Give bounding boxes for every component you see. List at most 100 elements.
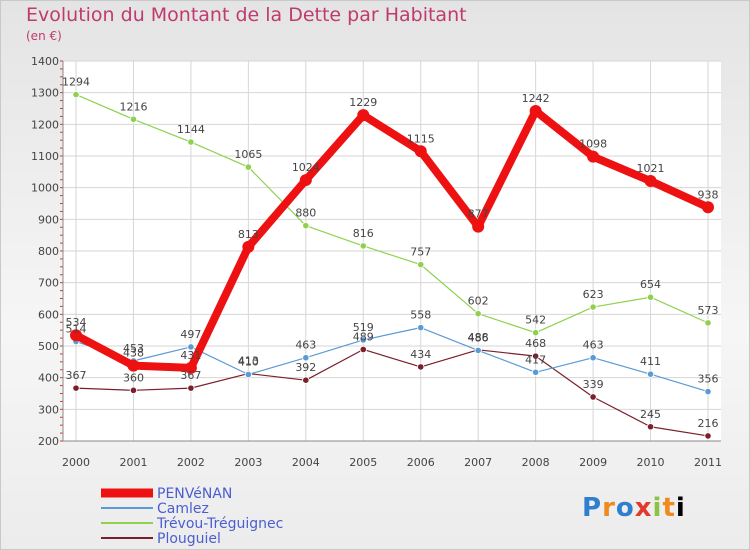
x-tick-label: 2006	[407, 456, 435, 469]
legend-label: PENVéNAN	[157, 486, 232, 502]
data-label: 1024	[292, 161, 320, 174]
logo-letter: P	[582, 493, 603, 523]
series-line	[74, 107, 710, 372]
data-label: 339	[583, 378, 604, 391]
logo-letter: i	[652, 493, 663, 523]
data-label: 463	[295, 339, 316, 352]
data-label: 468	[525, 337, 546, 350]
data-label: 453	[123, 342, 144, 355]
data-label: 1229	[349, 96, 377, 109]
y-tick-label: 400	[38, 372, 59, 385]
data-label: 434	[410, 348, 431, 361]
data-label: 497	[180, 328, 201, 341]
x-tick-label: 2000	[62, 456, 90, 469]
y-tick-label: 800	[38, 245, 59, 258]
data-point	[704, 432, 712, 440]
x-tick-label: 2003	[234, 456, 262, 469]
data-point	[646, 293, 655, 301]
data-point	[187, 343, 195, 351]
data-label: 623	[583, 288, 604, 301]
data-point	[589, 393, 597, 401]
data-label: 410	[238, 356, 259, 369]
logo-letter: r	[602, 493, 616, 523]
x-tick-label: 2001	[119, 456, 147, 469]
x-tick-label: 2007	[464, 456, 492, 469]
data-label: 360	[123, 371, 144, 384]
data-point	[302, 222, 310, 230]
data-label: 1216	[119, 100, 147, 113]
data-point	[472, 220, 485, 233]
data-label: 877	[468, 208, 489, 221]
x-tick-label: 2008	[522, 456, 550, 469]
data-point	[532, 352, 540, 360]
logo-letter: x	[634, 493, 653, 523]
data-point	[187, 138, 195, 146]
data-point	[644, 175, 657, 188]
data-point	[359, 336, 367, 344]
y-tick-label: 200	[38, 435, 59, 448]
data-point	[244, 370, 252, 379]
data-point	[299, 174, 312, 187]
data-point	[127, 359, 140, 372]
data-point	[414, 145, 427, 158]
data-label: 938	[698, 188, 719, 201]
data-point	[302, 354, 310, 362]
data-label: 367	[180, 369, 201, 382]
data-label: 1242	[522, 92, 550, 105]
data-label: 1065	[234, 148, 262, 161]
data-point	[532, 368, 540, 376]
x-tick-label: 2002	[177, 456, 205, 469]
data-label: 558	[410, 309, 431, 322]
data-label: 519	[353, 321, 374, 334]
data-point	[704, 387, 712, 396]
data-label: 573	[698, 304, 719, 317]
data-point	[357, 109, 370, 122]
y-tick-label: 600	[38, 308, 59, 321]
series-line	[75, 327, 709, 393]
data-label: 813	[238, 228, 259, 241]
logo-letter: t	[662, 493, 676, 523]
data-label: 534	[66, 316, 87, 329]
data-point	[187, 384, 195, 392]
data-label: 488	[468, 331, 489, 344]
data-label: 1098	[579, 138, 607, 151]
data-point	[184, 361, 197, 374]
data-label: 245	[640, 408, 661, 421]
data-point	[587, 150, 600, 163]
x-tick-label: 2004	[292, 456, 320, 469]
data-label: 413	[238, 355, 259, 368]
y-tick-label: 1200	[31, 118, 59, 131]
data-point	[704, 319, 712, 327]
data-point	[589, 354, 597, 362]
data-label: 463	[583, 339, 604, 352]
data-label: 602	[468, 295, 489, 308]
data-label: 654	[640, 278, 661, 291]
data-point	[359, 242, 367, 250]
data-label: 411	[640, 355, 661, 368]
data-label: 417	[525, 353, 546, 366]
x-tick-label: 2005	[349, 456, 377, 469]
data-label: 392	[295, 361, 316, 374]
data-point	[532, 329, 540, 337]
data-point	[529, 105, 542, 118]
data-label: 367	[66, 369, 87, 382]
data-label: 1144	[177, 123, 205, 136]
data-label: 486	[468, 331, 489, 344]
legend-label: Camlez	[157, 501, 209, 517]
data-point	[417, 261, 425, 269]
data-label: 1294	[62, 76, 90, 89]
legend-label: Trévou-Tréguignec	[156, 516, 283, 532]
data-label: 438	[123, 347, 144, 360]
y-tick-label: 900	[38, 213, 59, 226]
data-label: 1115	[407, 132, 435, 145]
data-point	[242, 240, 255, 253]
data-point	[474, 310, 482, 318]
x-tick-label: 2009	[579, 456, 607, 469]
data-label: 489	[353, 330, 374, 343]
proxiti-logo: Proxiti	[582, 493, 686, 523]
data-point	[474, 346, 482, 355]
data-point	[417, 363, 425, 371]
series-line	[75, 94, 709, 334]
data-point	[72, 90, 80, 99]
